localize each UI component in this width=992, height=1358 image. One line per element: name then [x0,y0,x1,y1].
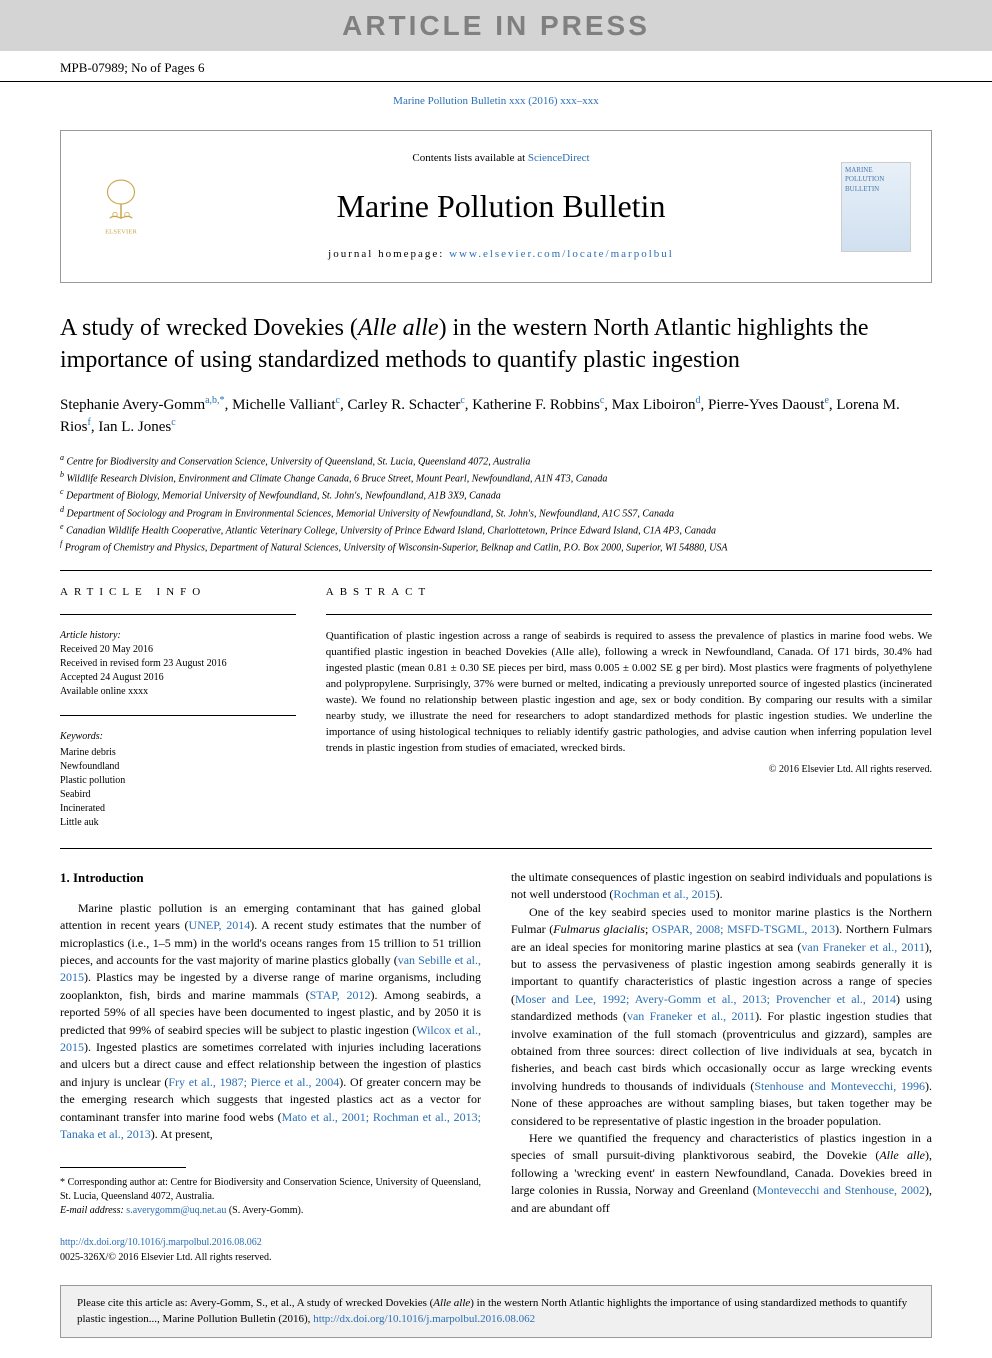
divider [60,570,932,571]
journal-banner: ELSEVIER Contents lists available at Sci… [60,130,932,284]
article-info-col: ARTICLE INFO Article history: Received 2… [60,585,296,830]
footnote-separator [60,1167,186,1168]
intro-header: 1. Introduction [60,869,481,888]
main-content: 1. Introduction Marine plastic pollution… [60,869,932,1275]
column-left: 1. Introduction Marine plastic pollution… [60,869,481,1275]
journal-ref-link[interactable]: Marine Pollution Bulletin xxx (2016) xxx… [393,95,599,107]
article-title: A study of wrecked Dovekies (Alle alle) … [60,313,932,375]
elsevier-tree-icon: ELSEVIER [91,177,151,237]
elsevier-logo: ELSEVIER [81,167,161,247]
article-in-press-banner: ARTICLE IN PRESS [0,0,992,51]
svg-text:ELSEVIER: ELSEVIER [105,228,137,235]
ref-link[interactable]: Fry et al., 1987; Pierce et al., 2004 [168,1075,339,1089]
abstract-text: Quantification of plastic ingestion acro… [326,629,932,757]
article-history: Article history: Received 20 May 2016Rec… [60,629,296,699]
ref-link[interactable]: Montevecchi and Stenhouse, 2002 [757,1183,925,1197]
column-right: the ultimate consequences of plastic ing… [511,869,932,1275]
affiliations: a Centre for Biodiversity and Conservati… [60,452,932,556]
copyright: © 2016 Elsevier Ltd. All rights reserved… [326,763,932,777]
intro-p1-cont: the ultimate consequences of plastic ing… [511,869,932,904]
info-abstract-row: ARTICLE INFO Article history: Received 2… [60,585,932,830]
journal-name: Marine Pollution Bulletin [161,184,841,229]
article-id: MPB-07989; No of Pages 6 [60,59,204,77]
abstract-col: ABSTRACT Quantification of plastic inges… [326,585,932,830]
ref-link[interactable]: STAP, 2012 [310,988,371,1002]
header-row: MPB-07989; No of Pages 6 [0,51,992,82]
ref-link[interactable]: van Franeker et al., 2011 [801,940,925,954]
homepage-link[interactable]: www.elsevier.com/locate/marpolbul [449,248,674,260]
corresponding-footnote: * Corresponding author at: Centre for Bi… [60,1176,481,1218]
article-info-header: ARTICLE INFO [60,585,296,600]
keywords: Keywords: Marine debrisNewfoundlandPlast… [60,730,296,830]
intro-p2: One of the key seabird species used to m… [511,904,932,1130]
divider [60,614,296,615]
banner-center: Contents lists available at ScienceDirec… [161,151,841,263]
ref-link[interactable]: Stenhouse and Montevecchi, 1996 [754,1079,925,1093]
divider [60,715,296,716]
ref-link[interactable]: Moser and Lee, 1992; Avery-Gomm et al., … [515,992,896,1006]
journal-cover-thumb: MARINE POLLUTION BULLETIN [841,162,911,252]
citation-box: Please cite this article as: Avery-Gomm,… [60,1285,932,1338]
journal-homepage: journal homepage: www.elsevier.com/locat… [161,247,841,262]
divider [60,848,932,849]
journal-ref-top: Marine Pollution Bulletin xxx (2016) xxx… [0,82,992,121]
doi-block: http://dx.doi.org/10.1016/j.marpolbul.20… [60,1236,481,1265]
ref-link[interactable]: Rochman et al., 2015 [613,887,715,901]
intro-p1: Marine plastic pollution is an emerging … [60,900,481,1143]
divider [326,614,932,615]
authors: Stephanie Avery-Gomma,b,*, Michelle Vall… [60,394,932,438]
doi-link[interactable]: http://dx.doi.org/10.1016/j.marpolbul.20… [60,1237,262,1248]
abstract-header: ABSTRACT [326,585,932,600]
ref-link[interactable]: OSPAR, 2008; MSFD-TSGML, 2013 [652,922,835,936]
contents-text: Contents lists available at ScienceDirec… [161,151,841,166]
intro-p3: Here we quantified the frequency and cha… [511,1130,932,1217]
ref-link[interactable]: UNEP, 2014 [189,918,251,932]
email-link[interactable]: s.averygomm@uq.net.au [126,1205,226,1216]
sciencedirect-link[interactable]: ScienceDirect [528,152,590,164]
ref-link[interactable]: van Franeker et al., 2011 [627,1009,755,1023]
